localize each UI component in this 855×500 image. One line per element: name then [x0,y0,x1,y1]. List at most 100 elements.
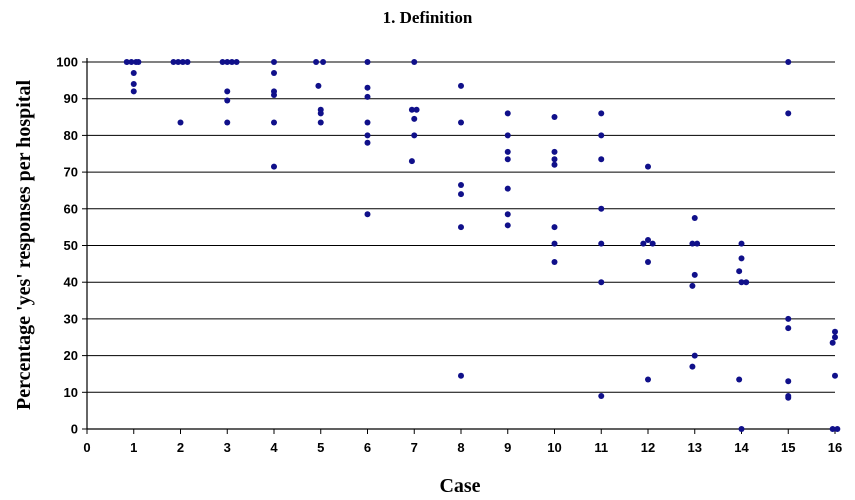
data-point [233,59,240,65]
data-point [130,88,137,95]
data-point [219,59,226,65]
data-point [224,97,231,104]
data-point [551,224,558,231]
data-point [271,59,277,65]
data-point [598,240,605,247]
y-tick-labels: 0 10 20 30 40 50 60 70 80 90 100 [56,55,78,437]
data-point [313,59,320,65]
x-tick-label: 14 [734,440,749,455]
data-point [408,106,415,113]
data-point [271,163,277,170]
data-point [738,240,745,247]
x-tick-label: 2 [177,440,184,455]
data-point [224,59,231,65]
x-tick-label: 5 [317,440,324,455]
x-tick-label: 8 [457,440,464,455]
data-point [504,132,511,139]
data-point [785,378,792,385]
data-point [315,82,322,89]
data-point [551,240,558,247]
data-point [598,132,605,139]
data-point [834,426,841,432]
data-point [128,59,135,65]
x-tick-labels: 0 1 2 3 4 5 6 7 8 9 10 11 12 13 14 15 16 [83,440,842,455]
data-point [689,240,696,247]
data-point [364,84,371,91]
data-point [645,376,651,383]
x-tick-label: 4 [270,440,278,455]
data-point [364,139,371,146]
x-tick-label: 13 [688,440,702,455]
data-point [408,158,415,165]
data-point [832,372,838,379]
data-point [123,59,130,65]
data-point [832,334,838,341]
data-point [224,119,231,126]
data-point [130,70,137,77]
data-point [179,59,186,65]
data-point [413,106,420,113]
data-point [504,156,511,163]
data-point [551,259,558,266]
data-point [829,426,836,432]
y-tick-label: 30 [64,311,78,326]
data-point [598,392,605,399]
chart-title: 1. Definition [382,8,473,27]
data-point [736,268,743,275]
data-point [551,148,558,155]
data-point [317,110,324,117]
y-tick-label: 80 [64,128,78,143]
x-tick-label: 7 [411,440,418,455]
data-point [458,191,464,198]
data-point [184,59,191,65]
data-point [598,279,605,286]
y-tick-label: 10 [64,385,78,400]
y-tick-label: 20 [64,348,78,363]
data-point [504,110,511,117]
y-tick-label: 0 [71,422,78,437]
data-point [175,59,182,65]
y-tick-label: 90 [64,91,78,106]
data-points [123,59,841,432]
data-point [504,148,511,155]
data-point [271,70,277,77]
y-axis-label: Percentage 'yes' responses per hospital [13,80,35,410]
data-point [364,59,371,65]
data-point [364,132,371,139]
data-point [504,185,511,192]
x-tick-label: 0 [83,440,90,455]
y-tick-label: 50 [64,238,78,253]
data-point [224,88,231,95]
x-axis-label: Case [439,475,480,497]
data-point [364,119,371,126]
data-point [320,59,327,65]
data-point [135,59,142,65]
data-point [743,279,750,286]
data-point [551,161,558,168]
data-point [785,315,792,322]
data-point [598,156,605,163]
x-tick-label: 3 [224,440,231,455]
data-point [228,59,235,65]
data-point [458,181,464,188]
data-point [271,92,277,99]
data-point [645,236,651,243]
data-point [458,372,464,379]
data-point [271,119,277,126]
data-point [832,328,838,335]
data-point [458,224,464,231]
data-point [691,352,698,359]
x-tick-label: 11 [594,440,608,455]
y-tick-label: 60 [64,201,78,216]
x-tick-label: 12 [641,440,655,455]
data-point [645,259,651,266]
y-tick-label: 40 [64,275,78,290]
data-point [317,119,324,126]
data-point [504,222,511,229]
data-point [785,110,792,117]
data-point [364,93,371,100]
data-point [458,119,464,126]
data-point [738,426,745,432]
data-point [170,59,177,65]
x-tick-label: 1 [130,440,137,455]
